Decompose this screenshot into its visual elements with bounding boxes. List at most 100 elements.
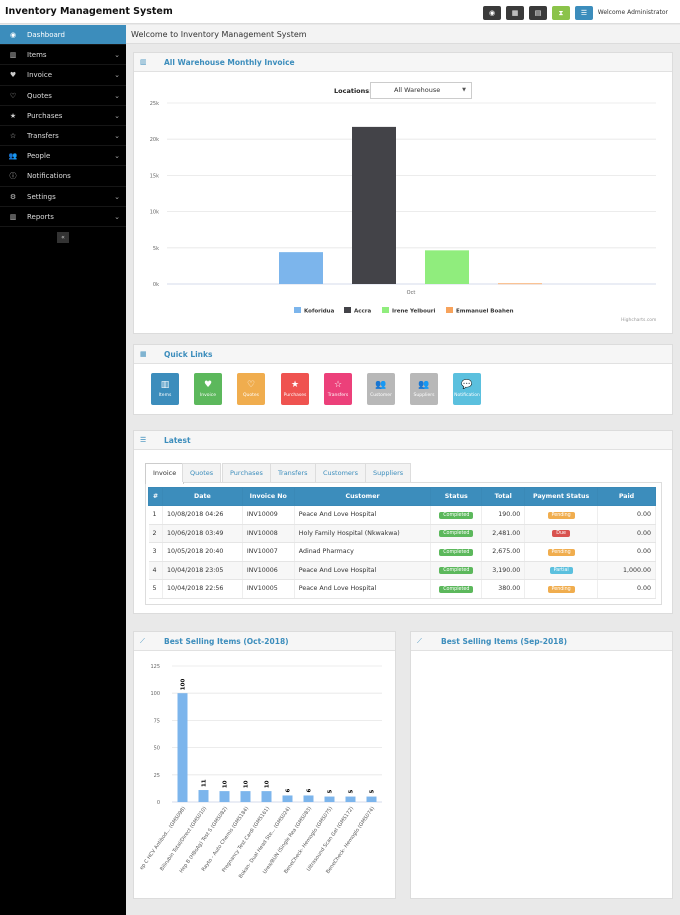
column-header[interactable]: Paid (597, 487, 656, 506)
bar[interactable] (198, 790, 209, 802)
bar[interactable] (324, 796, 335, 802)
quick-link-items[interactable]: ▥ Items (151, 373, 179, 405)
sidebar-collapse-button[interactable]: « (57, 232, 69, 243)
sidebar-item-reports[interactable]: ▥ Reports ⌄ (0, 207, 126, 227)
tab-transfers[interactable]: Transfers (270, 463, 316, 482)
warehouse-invoice-chart: 0k 5k 10k 15k 20k 25k Oct Koforidua Accra Irene Y… (150, 101, 656, 315)
tab-invoice[interactable]: Invoice (145, 463, 185, 484)
cell-status: Completed (430, 542, 483, 562)
cell-total: 380.00 (481, 579, 526, 599)
cell-date: 10/05/2018 20:40 (162, 542, 243, 562)
table-row[interactable]: 5 10/04/2018 22:56 INV10005 Peace And Love … (148, 579, 656, 599)
sidebar-item-purchases[interactable]: ★ Purchases ⌄ (0, 106, 126, 126)
user-menu[interactable]: Welcome Administrator (597, 9, 668, 16)
panel-title: Quick Links (164, 350, 213, 359)
column-header[interactable]: Customer (293, 487, 432, 506)
column-header[interactable]: Payment Status (524, 487, 599, 506)
quick-link-transfers[interactable]: ☆ Transfers (324, 373, 352, 405)
cell-customer: Holy Family Hospital (Nkwakwa) (294, 524, 432, 543)
sidebar-item-settings[interactable]: ⚙ Settings ⌄ (0, 187, 126, 207)
quick-link-suppliers[interactable]: 👥 Suppliers (410, 373, 438, 405)
table-row[interactable]: 3 10/05/2018 20:40 INV10007 Adinad Pharmacy… (148, 542, 656, 562)
cell-n: 3 (148, 542, 163, 562)
sidebar-item-transfers[interactable]: ☆ Transfers ⌄ (0, 126, 126, 147)
tab-quotes[interactable]: Quotes (182, 463, 222, 482)
y-tick-label: 10k (150, 210, 159, 216)
column-header[interactable]: Status (430, 487, 483, 506)
cell-pay: Pending (524, 505, 599, 525)
sidebar-item-people[interactable]: 👥 People ⌄ (0, 146, 126, 167)
chart-credit[interactable]: Highcharts.com (621, 318, 657, 323)
y-tick-label: 0 (157, 800, 160, 806)
quick-links-panel: ▦ Quick Links (133, 344, 673, 415)
bar[interactable] (366, 796, 377, 802)
column-header[interactable]: Date (161, 487, 243, 506)
list-button[interactable]: ☰ (575, 6, 593, 20)
app-title[interactable]: Inventory Management System (5, 6, 173, 17)
chevron-down-icon: ⌄ (114, 111, 120, 120)
tab-customers[interactable]: Customers (315, 463, 366, 482)
sidebar-item-items[interactable]: ▥ Items ⌄ (0, 45, 126, 66)
calendar-button[interactable]: ▤ (529, 6, 547, 20)
column-header[interactable]: Invoice No (241, 487, 295, 506)
quick-link-customer[interactable]: 👥 Customer (367, 373, 395, 405)
column-header[interactable]: Total (481, 487, 526, 506)
heart-icon: ♥ (9, 71, 17, 80)
hourglass-button[interactable]: ⧗ (552, 6, 570, 20)
bar[interactable] (177, 693, 188, 802)
data-label: 10 (265, 780, 271, 788)
tab-suppliers[interactable]: Suppliers (365, 463, 412, 482)
bar-koforidua[interactable] (279, 252, 323, 284)
bar[interactable] (303, 795, 314, 802)
bar-irene-yelbouri[interactable] (425, 250, 469, 284)
bar[interactable] (282, 795, 293, 802)
locations-label: Locations: (334, 87, 372, 95)
cell-date: 10/06/2018 03:49 (162, 524, 243, 543)
quick-link-purchases[interactable]: ★ Purchases (281, 373, 309, 405)
caret-down-icon: ▼ (462, 87, 466, 93)
legend-swatch (446, 307, 453, 313)
locations-select[interactable]: All Warehouse ▼ (370, 82, 472, 99)
bar[interactable] (261, 791, 272, 802)
sidebar-item-quotes[interactable]: ♡ Quotes ⌄ (0, 86, 126, 106)
cell-paid: 0.00 (597, 542, 656, 562)
bar[interactable] (240, 791, 251, 802)
bar[interactable] (345, 796, 356, 802)
table-row[interactable]: 2 10/06/2018 03:49 INV10008 Holy Family Hos… (148, 524, 656, 543)
sidebar-item-invoice[interactable]: ♥ Invoice ⌄ (0, 65, 126, 86)
legend-item[interactable]: Koforidua (304, 309, 335, 315)
data-label: 5 (349, 790, 355, 794)
data-label: 5 (328, 790, 334, 794)
quick-link-notification[interactable]: 💬 Notification (453, 373, 481, 405)
tab-purchases[interactable]: Purchases (222, 463, 271, 482)
legend-item[interactable]: Emmanuel Boahen (456, 309, 514, 315)
sidebar-item-dashboard[interactable]: ◉ Dashboard (0, 25, 126, 46)
bar-emmanuel-boahen[interactable] (498, 283, 542, 285)
table-row[interactable]: 4 10/04/2018 23:05 INV10006 Peace And Love … (148, 561, 656, 580)
sidebar: ◉ Dashboard ▥ Items ⌄ ♥ Invoice ⌄ ♡ Quotes ⌄ ★ Purch… (0, 25, 126, 915)
dashboard-shortcut-button[interactable]: ◉ (483, 6, 501, 20)
quick-link-invoice[interactable]: ♥ Invoice (194, 373, 222, 405)
status-badge: Completed (439, 548, 474, 556)
users-icon: 👥 (418, 380, 430, 390)
calculator-button[interactable]: ▦ (506, 6, 524, 20)
legend-item[interactable]: Irene Yelbouri (392, 309, 435, 315)
column-header[interactable]: # (148, 487, 163, 506)
chevron-down-icon: ⌄ (114, 71, 120, 80)
bar[interactable] (219, 791, 230, 802)
cell-n: 1 (148, 505, 163, 525)
table-row[interactable]: 1 10/08/2018 04:26 INV10009 Peace And Love … (148, 505, 656, 525)
cell-total: 3,190.00 (481, 561, 526, 580)
legend-item[interactable]: Accra (354, 309, 371, 315)
star-outline-icon: ☆ (333, 380, 343, 390)
best-selling-oct-panel: ⟋ Best Selling Items (Oct-2018) (133, 631, 396, 899)
data-label: 5 (370, 790, 376, 794)
quick-link-label: Quotes (242, 393, 260, 398)
cell-paid: 0.00 (597, 579, 656, 599)
heart-outline-icon: ♡ (9, 91, 17, 100)
bar-accra[interactable] (352, 126, 396, 284)
cell-n: 2 (148, 524, 163, 543)
quick-link-quotes[interactable]: ♡ Quotes (237, 373, 265, 405)
x-tick-label: Oct (407, 290, 416, 296)
sidebar-item-notifications[interactable]: ⓘ Notifications (0, 166, 126, 187)
